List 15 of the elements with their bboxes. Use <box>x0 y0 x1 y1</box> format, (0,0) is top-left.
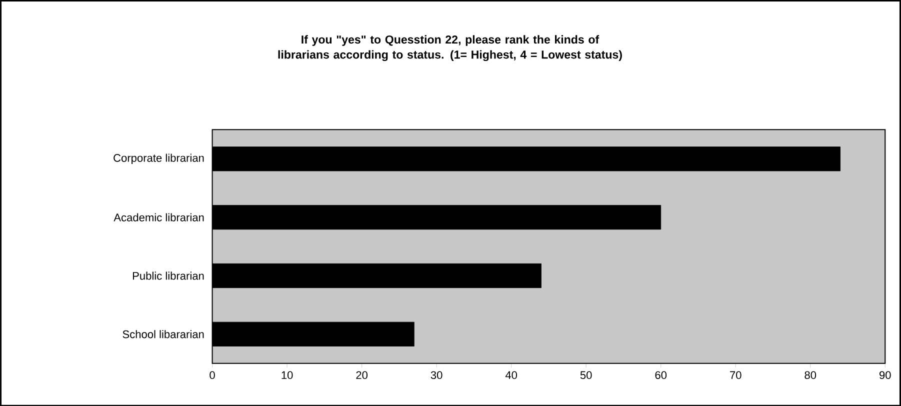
x-tick-label: 40 <box>505 371 518 379</box>
x-tick-label: 30 <box>430 371 442 379</box>
chart-title: If you "yes" to Quesstion 22, please rank the kinds of librarians according to status. (1= Highest, 4 = Lowest status) <box>278 34 622 61</box>
x-tick-label: 90 <box>880 371 891 379</box>
y-tick-label: Public librarian <box>132 271 204 280</box>
x-tick-label: 70 <box>730 371 742 379</box>
x-tick-label: 80 <box>804 371 816 379</box>
x-tick-label: 50 <box>580 371 592 379</box>
y-tick-label: Corporate librarian <box>114 154 204 164</box>
y-tick-label: School libararian <box>122 330 204 338</box>
x-tick-label: 0 <box>210 371 215 379</box>
x-tick-label: 20 <box>356 371 368 379</box>
y-tick-label: Academic librarian <box>114 213 204 222</box>
x-tick-label: 60 <box>655 371 667 379</box>
x-tick-label: 10 <box>282 371 293 379</box>
